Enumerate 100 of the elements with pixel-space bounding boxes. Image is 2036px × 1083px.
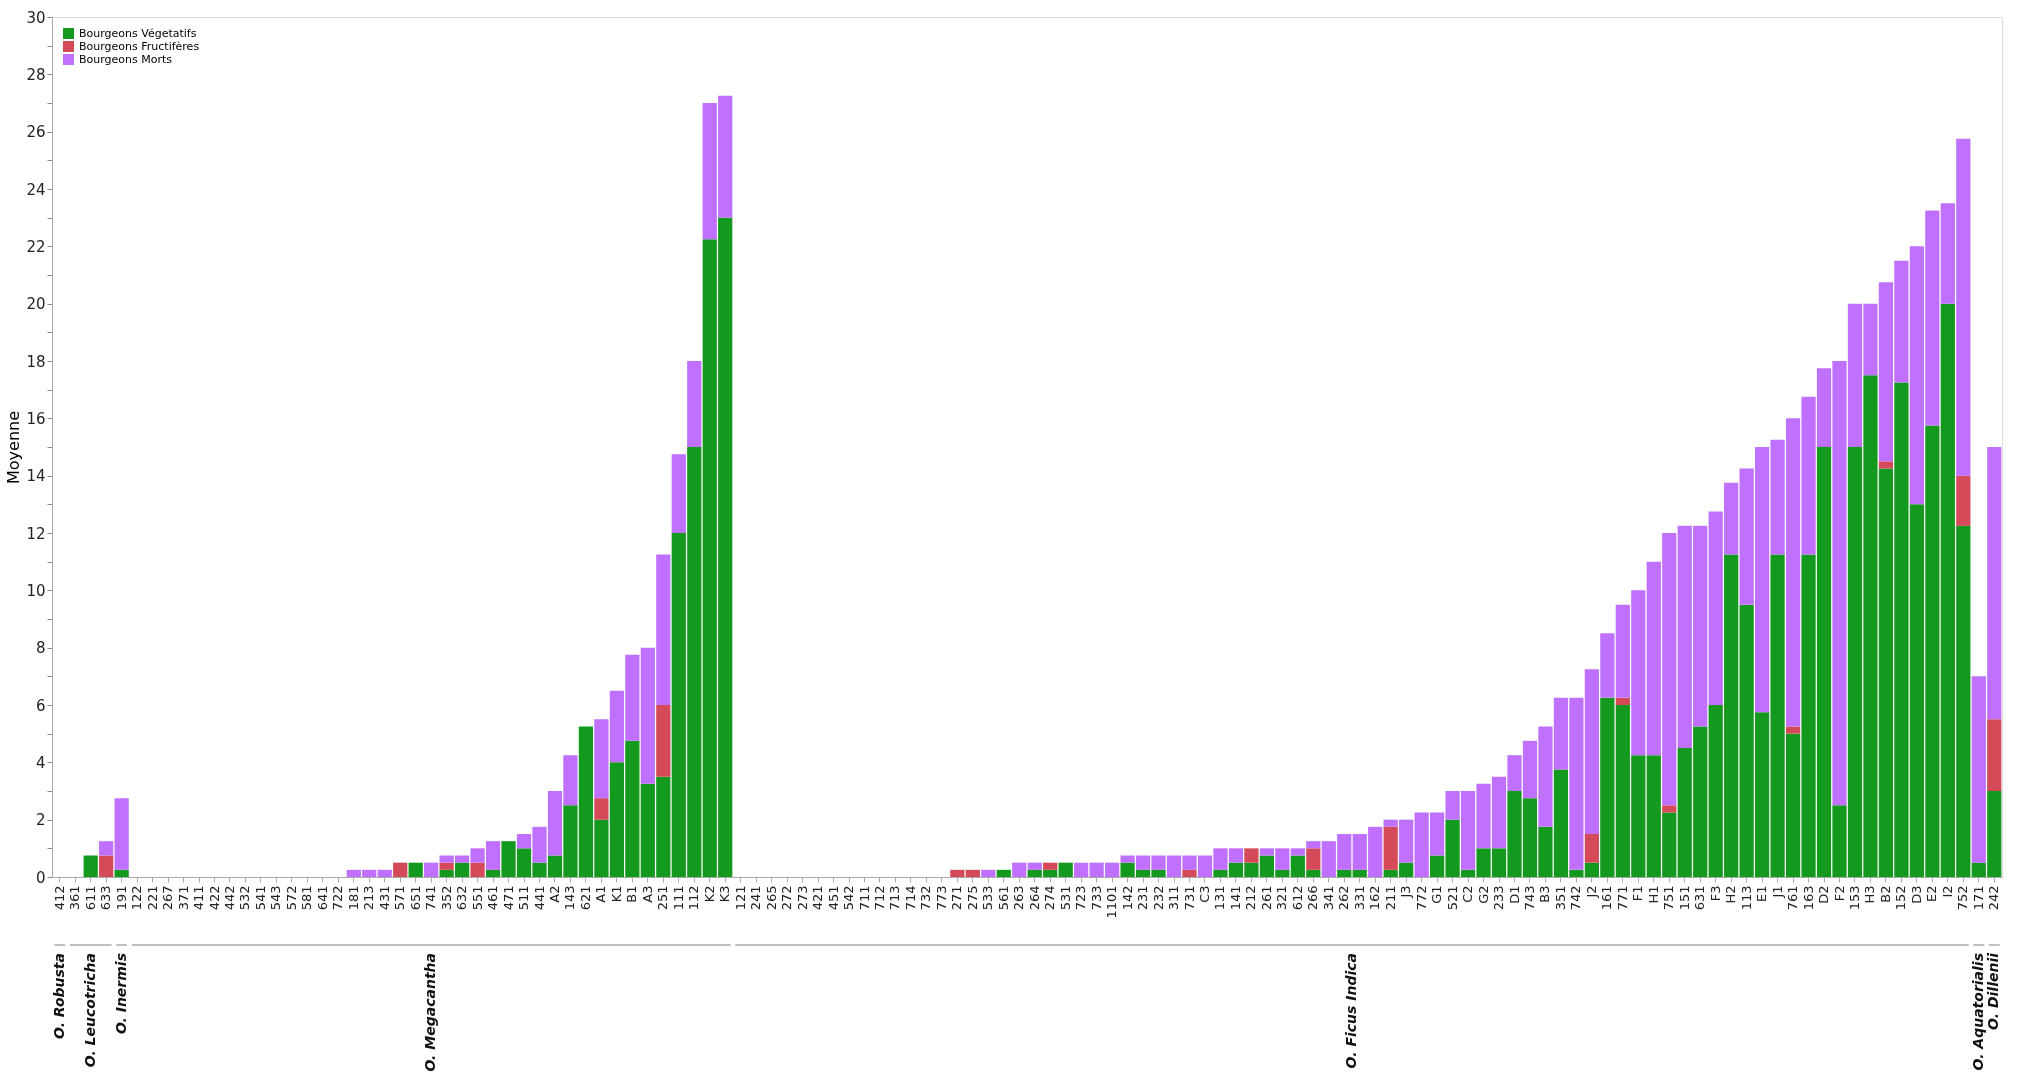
y-tick-label: 6 [35, 696, 46, 715]
x-tick-label: 511 [516, 885, 532, 911]
bar [1306, 848, 1321, 870]
x-tick-label: 521 [1444, 885, 1460, 911]
bar [1615, 697, 1630, 705]
x-tick-label: 111 [670, 885, 686, 911]
x-tick-label: 561 [995, 885, 1011, 911]
x-tick-label: B3 [1537, 885, 1553, 903]
x-tick-label: 621 [577, 885, 593, 911]
x-tick-label: 311 [1166, 885, 1182, 911]
x-tick-label: 742 [1568, 885, 1584, 911]
x-tick-label: 331 [1351, 885, 1367, 911]
x-tick-label: 471 [500, 885, 516, 911]
x-tick-label: I2 [1939, 885, 1955, 898]
x-tick-label: 231 [1135, 885, 1151, 911]
bar [981, 869, 996, 877]
x-tick-label: D3 [1908, 885, 1924, 904]
x-tick-label: A2 [546, 885, 562, 903]
bar [1290, 848, 1305, 856]
x-tick-label: 411 [191, 885, 207, 911]
bar [99, 855, 114, 877]
x-tick-label: 267 [160, 885, 176, 911]
x-tick-label: 341 [1320, 885, 1336, 911]
x-tick-label: 171 [1970, 885, 1986, 911]
bar [393, 862, 408, 877]
x-tick-label: 572 [283, 885, 299, 911]
bar [1956, 475, 1971, 526]
x-tick-label: 152 [1893, 885, 1909, 911]
x-tick-label: F3 [1707, 885, 1723, 902]
bar [965, 869, 980, 877]
bar [439, 862, 454, 870]
bar [1785, 726, 1801, 734]
x-tick-label: 761 [1785, 885, 1801, 911]
x-tick-label: 263 [1011, 885, 1027, 911]
x-tick-label: E2 [1924, 885, 1940, 902]
x-tick-label: 541 [252, 885, 268, 911]
x-tick-label: 732 [918, 885, 934, 911]
y-tick-label: 14 [26, 467, 46, 486]
bar [1352, 869, 1367, 877]
x-tick-label: 191 [113, 885, 129, 911]
x-tick-label: 712 [871, 885, 887, 911]
y-tick-label: 26 [26, 123, 46, 142]
x-tick-label: 261 [1258, 885, 1274, 911]
x-tick-label: 352 [438, 885, 454, 911]
x-tick-label: 242 [1986, 885, 2002, 911]
x-tick-label: 773 [933, 885, 949, 911]
y-tick-label: 16 [26, 409, 46, 428]
x-tick-label: B1 [624, 885, 640, 903]
x-tick-label: 212 [1243, 885, 1259, 911]
x-tick-label: 122 [129, 885, 145, 911]
x-tick-label: 741 [423, 885, 439, 911]
x-tick-label: F1 [1630, 885, 1646, 902]
x-tick-label: 274 [1042, 885, 1058, 911]
bar [114, 798, 129, 870]
x-tick-label: 141 [1227, 885, 1243, 911]
x-tick-label: 251 [655, 885, 671, 911]
x-tick-label: 273 [794, 885, 810, 911]
x-tick-label: 241 [748, 885, 764, 911]
x-tick-label: 641 [314, 885, 330, 911]
bar [1987, 719, 2002, 791]
y-tick-label: 0 [35, 868, 46, 887]
x-tick-label: 233 [1491, 885, 1507, 911]
bar [656, 705, 671, 777]
bar [1027, 862, 1042, 870]
x-tick-label: 161 [1599, 885, 1615, 911]
x-tick-label: 743 [1521, 885, 1537, 911]
x-tick-label: C2 [1460, 885, 1476, 903]
x-tick-label: H3 [1862, 885, 1878, 904]
x-tick-label: 651 [407, 885, 423, 911]
x-tick-label: 551 [469, 885, 485, 911]
y-tick-label: 20 [26, 295, 46, 314]
x-tick-label: 272 [779, 885, 795, 911]
x-tick-label: 571 [392, 885, 408, 911]
x-tick-label: K2 [701, 885, 717, 903]
text: O. Dillenii [1985, 952, 2002, 1030]
x-tick-label: 543 [268, 885, 284, 911]
y-tick-label: 8 [35, 639, 46, 658]
bar [408, 862, 423, 877]
text: O. Megacantha [422, 953, 439, 1072]
y-tick-label: 22 [26, 237, 46, 256]
x-tick-label: 264 [1026, 885, 1042, 911]
x-tick-label: 722 [330, 885, 346, 911]
bar [377, 869, 392, 877]
x-tick-label: 275 [964, 885, 980, 911]
x-tick-label: K3 [717, 885, 733, 903]
x-tick-label: 723 [1073, 885, 1089, 911]
x-tick-label: 153 [1846, 885, 1862, 911]
x-tick-label: 752 [1955, 885, 1971, 911]
bar [1012, 862, 1027, 877]
x-tick-label: 532 [237, 885, 253, 911]
x-tick-label: 772 [1413, 885, 1429, 911]
x-tick-label: 542 [841, 885, 857, 911]
y-tick-label: 2 [35, 811, 46, 830]
bar [594, 798, 609, 820]
x-tick-label: 361 [67, 885, 83, 911]
bar [1182, 869, 1197, 877]
x-tick-label: 631 [1692, 885, 1708, 911]
x-tick-label: 441 [531, 885, 547, 911]
bar [99, 841, 114, 856]
x-tick-label: J2 [1583, 885, 1599, 899]
